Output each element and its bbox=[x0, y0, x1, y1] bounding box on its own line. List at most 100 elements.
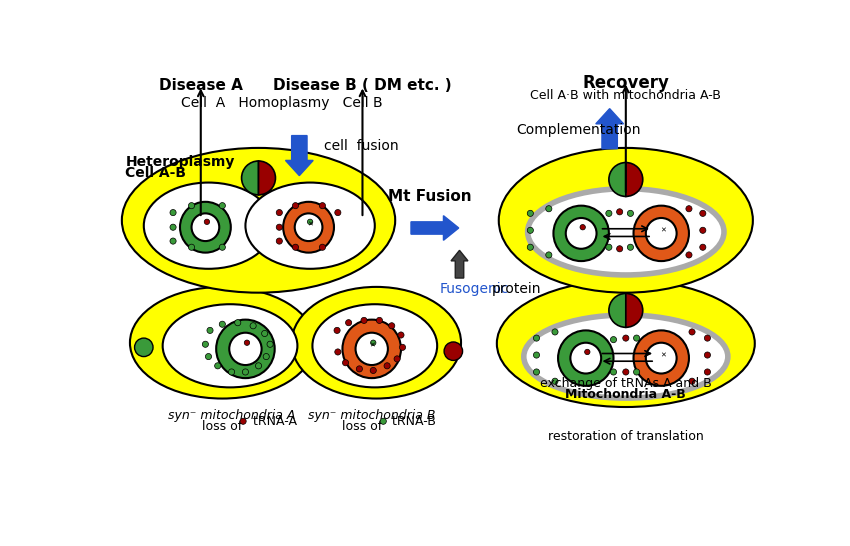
Circle shape bbox=[633, 330, 689, 386]
Circle shape bbox=[262, 330, 268, 336]
Circle shape bbox=[705, 335, 711, 341]
Text: Heteroplasmy: Heteroplasmy bbox=[125, 155, 235, 169]
Circle shape bbox=[606, 210, 612, 216]
Circle shape bbox=[267, 341, 273, 347]
Text: exchange of tRNAs A and B: exchange of tRNAs A and B bbox=[540, 377, 711, 390]
Circle shape bbox=[633, 206, 689, 261]
Circle shape bbox=[170, 224, 176, 230]
Circle shape bbox=[627, 244, 633, 250]
Circle shape bbox=[534, 335, 540, 341]
Circle shape bbox=[689, 329, 695, 335]
Circle shape bbox=[335, 349, 341, 355]
Text: restoration of translation: restoration of translation bbox=[548, 430, 704, 443]
Text: ✕: ✕ bbox=[307, 221, 313, 227]
Wedge shape bbox=[626, 293, 643, 327]
Circle shape bbox=[610, 369, 616, 375]
Circle shape bbox=[558, 330, 614, 386]
Circle shape bbox=[283, 202, 334, 253]
Circle shape bbox=[346, 319, 352, 326]
Text: Disease A: Disease A bbox=[159, 78, 243, 93]
Circle shape bbox=[627, 210, 633, 216]
Circle shape bbox=[230, 333, 262, 365]
Circle shape bbox=[250, 323, 256, 329]
Circle shape bbox=[527, 227, 534, 233]
Circle shape bbox=[700, 227, 706, 233]
Circle shape bbox=[570, 343, 601, 373]
Circle shape bbox=[534, 352, 540, 358]
Circle shape bbox=[700, 210, 706, 216]
Circle shape bbox=[207, 327, 213, 334]
Text: ✕: ✕ bbox=[660, 352, 666, 358]
Circle shape bbox=[219, 321, 225, 327]
Text: Mitochondria A-B: Mitochondria A-B bbox=[565, 388, 686, 401]
Circle shape bbox=[398, 332, 404, 338]
Circle shape bbox=[616, 209, 623, 215]
FancyArrow shape bbox=[451, 250, 468, 278]
Circle shape bbox=[170, 210, 176, 216]
Circle shape bbox=[216, 319, 275, 378]
Ellipse shape bbox=[246, 182, 375, 269]
Text: Cell A·B with mitochondria A-B: Cell A·B with mitochondria A-B bbox=[530, 88, 722, 102]
Circle shape bbox=[371, 340, 376, 346]
FancyArrow shape bbox=[596, 109, 624, 149]
Text: cell  fusion: cell fusion bbox=[324, 139, 399, 152]
Text: syn⁻ mitochondria B: syn⁻ mitochondria B bbox=[308, 409, 435, 422]
Text: Complementation: Complementation bbox=[517, 123, 641, 137]
Circle shape bbox=[256, 363, 262, 369]
Circle shape bbox=[606, 244, 612, 250]
Circle shape bbox=[204, 219, 210, 224]
Text: Disease B ( DM etc. ): Disease B ( DM etc. ) bbox=[273, 78, 452, 93]
Text: Cell A-B: Cell A-B bbox=[125, 167, 186, 180]
Circle shape bbox=[689, 378, 695, 384]
Circle shape bbox=[566, 218, 597, 249]
FancyArrow shape bbox=[286, 135, 313, 176]
Circle shape bbox=[400, 345, 405, 351]
Text: ✕: ✕ bbox=[369, 343, 375, 349]
Text: syn⁻ mitochondria A: syn⁻ mitochondria A bbox=[168, 409, 295, 422]
Ellipse shape bbox=[313, 304, 437, 387]
Circle shape bbox=[546, 206, 552, 212]
Circle shape bbox=[320, 244, 326, 250]
Circle shape bbox=[646, 343, 677, 373]
Text: Cell  A   Homoplasmy   Cell B: Cell A Homoplasmy Cell B bbox=[181, 96, 382, 110]
Text: loss of: loss of bbox=[343, 420, 382, 433]
FancyArrow shape bbox=[411, 216, 459, 240]
Circle shape bbox=[235, 319, 241, 326]
Circle shape bbox=[244, 340, 250, 346]
Circle shape bbox=[229, 369, 235, 375]
Circle shape bbox=[585, 349, 590, 355]
Circle shape bbox=[276, 238, 282, 244]
Wedge shape bbox=[241, 161, 258, 195]
Circle shape bbox=[705, 352, 711, 358]
Circle shape bbox=[623, 369, 629, 375]
Circle shape bbox=[180, 202, 231, 253]
Text: tRNA-A: tRNA-A bbox=[248, 415, 297, 428]
Text: Recovery: Recovery bbox=[582, 74, 669, 92]
Circle shape bbox=[527, 210, 534, 216]
Circle shape bbox=[219, 203, 225, 209]
Circle shape bbox=[356, 366, 362, 372]
Ellipse shape bbox=[122, 148, 395, 293]
Circle shape bbox=[320, 203, 326, 209]
Circle shape bbox=[371, 367, 377, 373]
Circle shape bbox=[633, 335, 640, 341]
Ellipse shape bbox=[499, 148, 753, 293]
Circle shape bbox=[444, 342, 462, 360]
Circle shape bbox=[240, 418, 246, 424]
Circle shape bbox=[527, 244, 534, 250]
Ellipse shape bbox=[528, 189, 724, 275]
Circle shape bbox=[242, 369, 248, 375]
Circle shape bbox=[552, 329, 558, 335]
Wedge shape bbox=[258, 161, 275, 195]
Circle shape bbox=[377, 317, 382, 323]
Circle shape bbox=[534, 369, 540, 375]
Ellipse shape bbox=[130, 287, 314, 399]
Circle shape bbox=[292, 244, 298, 250]
Text: loss of: loss of bbox=[202, 420, 242, 433]
Circle shape bbox=[189, 244, 195, 250]
Circle shape bbox=[292, 203, 298, 209]
Ellipse shape bbox=[524, 315, 728, 398]
Circle shape bbox=[219, 244, 225, 250]
Circle shape bbox=[343, 360, 348, 366]
Wedge shape bbox=[609, 163, 626, 197]
